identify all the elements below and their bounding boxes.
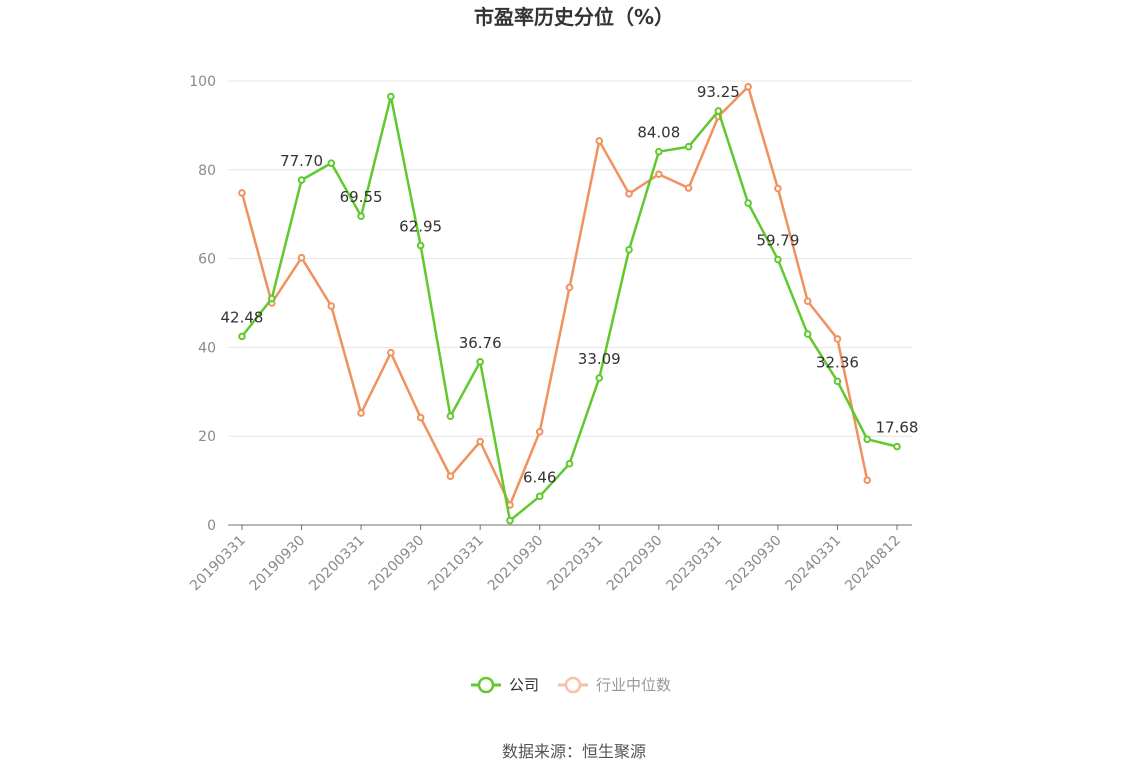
data-point[interactable]: [595, 374, 604, 382]
data-point[interactable]: [684, 142, 693, 151]
series-line: [241, 95, 898, 522]
data-point[interactable]: [565, 459, 574, 468]
data-point[interactable]: [803, 330, 812, 338]
y-axis: 0 20 40 60 80 100: [189, 74, 216, 534]
x-tick-label: 20220331: [544, 533, 606, 595]
series-company: [238, 92, 901, 525]
data-point[interactable]: [267, 294, 276, 303]
legend[interactable]: 公司 行业中位数: [471, 676, 671, 694]
data-label: 6.46: [523, 468, 556, 486]
data-point[interactable]: [774, 255, 782, 264]
data-label: 62.95: [399, 218, 442, 236]
x-tick-label: 20190930: [247, 533, 309, 595]
x-tick-label: 20220930: [604, 533, 666, 595]
data-point[interactable]: [238, 332, 246, 341]
legend-item-industry-median[interactable]: 行业中位数: [558, 676, 671, 694]
data-point[interactable]: [476, 357, 484, 366]
chart-title: 市盈率历史分位（%）: [474, 5, 674, 29]
legend-item-company[interactable]: 公司: [471, 676, 539, 694]
data-point[interactable]: [803, 297, 812, 306]
data-point[interactable]: [357, 212, 365, 220]
data-point[interactable]: [833, 335, 842, 343]
y-tick-label: 60: [198, 252, 216, 268]
data-label: 33.09: [578, 350, 621, 368]
data-point[interactable]: [863, 435, 872, 444]
data-label: 59.79: [756, 232, 799, 250]
data-label: 84.08: [637, 124, 680, 142]
data-point[interactable]: [625, 245, 633, 254]
data-point[interactable]: [535, 427, 544, 436]
data-label: 93.25: [697, 83, 740, 101]
grid: [228, 80, 912, 437]
x-tick-label: 20190331: [187, 533, 249, 595]
data-point[interactable]: [655, 147, 663, 156]
data-point[interactable]: [655, 170, 663, 179]
data-label: 32.36: [816, 353, 859, 371]
x-tick-label: 20230331: [663, 533, 725, 595]
series-line: [240, 85, 869, 507]
x-tick-label: 20200930: [366, 533, 428, 595]
x-tick-label: 20240812: [842, 533, 904, 595]
x-tick-label: 20210930: [485, 533, 547, 595]
x-tick-label: 20210331: [425, 533, 487, 595]
data-label: 69.55: [340, 188, 383, 206]
data-point[interactable]: [774, 184, 782, 193]
legend-label: 行业中位数: [596, 676, 671, 694]
data-point[interactable]: [297, 253, 306, 262]
data-point[interactable]: [893, 442, 901, 451]
data-point[interactable]: [744, 82, 752, 91]
data-point[interactable]: [535, 492, 544, 501]
data-point[interactable]: [833, 377, 842, 386]
data-point[interactable]: [684, 184, 693, 192]
data-label: 36.76: [459, 334, 502, 352]
data-label: 17.68: [876, 419, 919, 437]
data-labels: 42.48 77.70 69.55 62.95 36.76 6.46 33.09 84.08 9…: [221, 83, 919, 486]
data-point[interactable]: [327, 302, 336, 310]
legend-marker: [477, 676, 495, 694]
data-point[interactable]: [595, 137, 604, 145]
y-tick-label: 100: [189, 74, 216, 90]
data-point[interactable]: [863, 476, 872, 484]
data-point[interactable]: [416, 241, 425, 250]
data-point[interactable]: [238, 189, 246, 197]
data-point[interactable]: [744, 199, 752, 207]
data-point[interactable]: [565, 283, 574, 292]
data-point[interactable]: [625, 189, 633, 198]
legend-label: 公司: [509, 676, 539, 694]
x-axis: 2019033120190930202003312020093020210331…: [187, 524, 912, 595]
data-point[interactable]: [446, 472, 455, 480]
y-tick-label: 80: [198, 163, 216, 179]
data-point[interactable]: [446, 412, 455, 421]
series-layer: [238, 82, 901, 525]
data-label: 77.70: [280, 152, 323, 170]
data-label: 42.48: [221, 308, 264, 326]
x-tick-label: 20230930: [723, 533, 785, 595]
data-point[interactable]: [387, 348, 395, 357]
data-point[interactable]: [416, 413, 425, 422]
data-point[interactable]: [327, 159, 336, 167]
data-point[interactable]: [714, 107, 723, 115]
data-point[interactable]: [476, 437, 484, 446]
data-point[interactable]: [387, 92, 395, 101]
y-tick-label: 20: [198, 429, 216, 445]
legend-marker: [564, 676, 582, 694]
data-source: 数据来源：恒生聚源: [502, 742, 646, 761]
data-point[interactable]: [357, 409, 365, 417]
x-tick-label: 20200331: [306, 533, 368, 595]
data-point[interactable]: [297, 176, 306, 184]
data-point[interactable]: [506, 516, 514, 525]
y-tick-label: 40: [198, 340, 216, 356]
x-tick-label: 20240331: [783, 533, 845, 595]
series-industry-median: [238, 82, 872, 509]
y-tick-label: 0: [207, 518, 216, 534]
